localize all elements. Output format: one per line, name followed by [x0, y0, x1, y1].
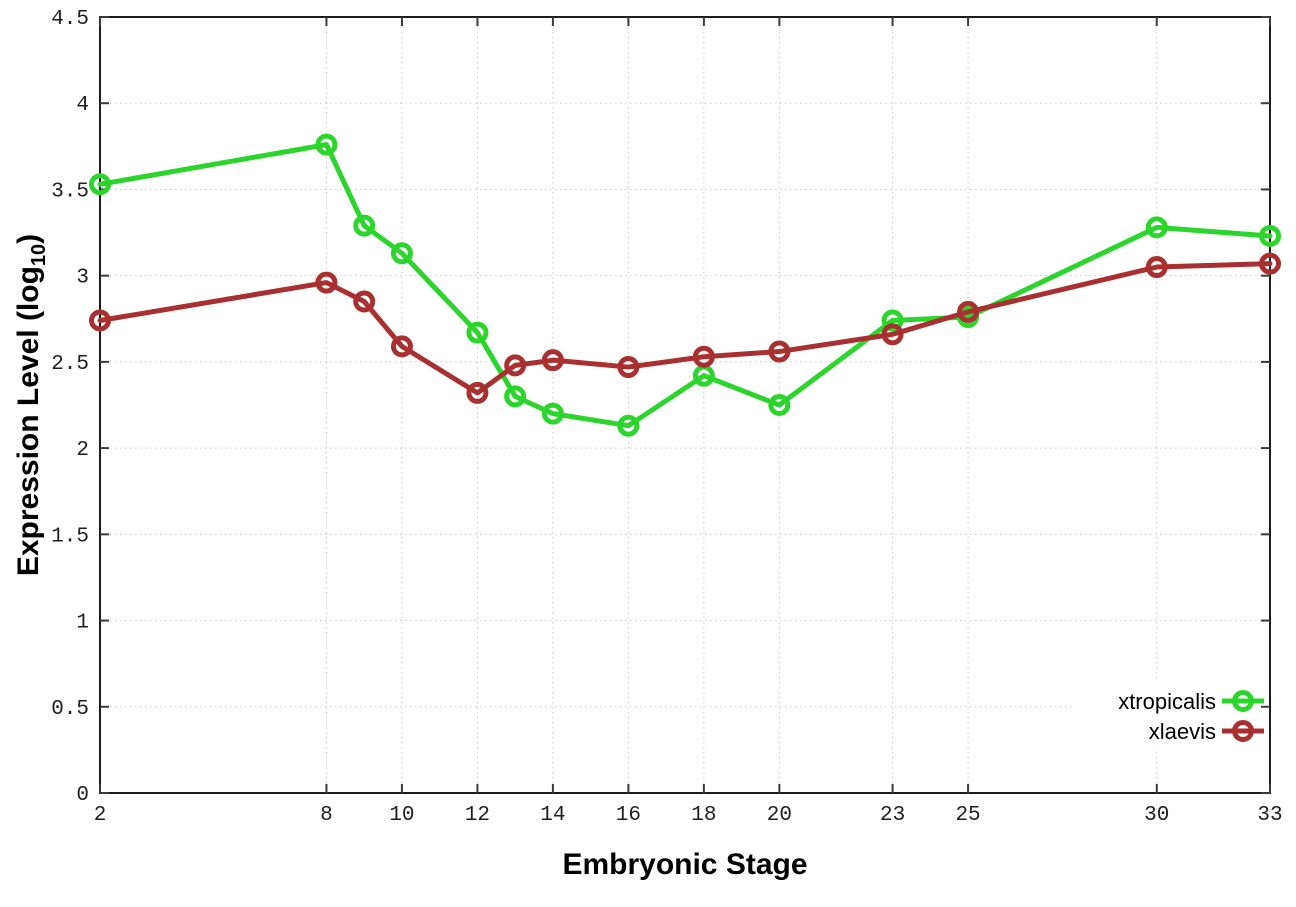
data-point-xtropicalis	[353, 214, 376, 237]
data-point-xlaevis	[541, 349, 564, 372]
data-point-xlaevis	[957, 300, 980, 323]
data-point-xtropicalis	[617, 414, 640, 437]
data-point-xlaevis	[768, 340, 791, 363]
data-point-xlaevis	[89, 309, 111, 332]
data-point-xtropicalis	[466, 321, 489, 344]
legend-point-sample	[1232, 720, 1254, 742]
data-point-xtropicalis	[1145, 216, 1168, 239]
legend-label-xlaevis: xlaevis	[1149, 719, 1216, 744]
x-tick-label: 8	[320, 804, 333, 827]
data-point-xtropicalis	[541, 402, 564, 425]
plot-frame	[99, 16, 1271, 794]
data-point-xlaevis	[353, 290, 376, 313]
y-tick-label: 3	[76, 267, 89, 290]
data-point-xlaevis	[504, 354, 527, 377]
x-tick-label: 30	[1144, 804, 1169, 827]
data-point-xlaevis	[617, 356, 640, 379]
legend-point-sample	[1232, 690, 1254, 712]
data-point-xlaevis	[881, 323, 904, 346]
data-point-xtropicalis	[89, 173, 111, 196]
x-tick-label: 33	[1257, 804, 1282, 827]
x-tick-label: 18	[691, 804, 716, 827]
data-point-xlaevis	[1145, 256, 1168, 279]
data-point-xtropicalis	[390, 242, 413, 265]
x-tick-label: 20	[767, 804, 792, 827]
x-tick-label: 10	[389, 804, 414, 827]
y-tick-label: 0	[76, 784, 89, 807]
series-line-xtropicalis	[97, 142, 1273, 429]
x-tick-label: 16	[616, 804, 641, 827]
y-tick-label: 0.5	[51, 698, 89, 721]
data-point-xtropicalis	[768, 394, 791, 416]
data-point-xtropicalis	[881, 309, 904, 332]
series-line-xlaevis	[97, 261, 1273, 396]
x-tick-label: 2	[94, 804, 107, 827]
y-tick-label: 1	[76, 612, 89, 635]
y-axis-title: Expression Level (log10)	[12, 234, 50, 576]
x-tick-label: 23	[880, 804, 905, 827]
data-point-xlaevis	[390, 335, 413, 358]
data-point-xlaevis	[466, 381, 489, 404]
data-point-xtropicalis	[315, 133, 338, 156]
x-tick-label: 14	[540, 804, 565, 827]
x-tick-label: 12	[465, 804, 490, 827]
data-point-xlaevis	[692, 345, 715, 368]
x-tick-label: 25	[955, 804, 980, 827]
y-tick-label: 1.5	[51, 525, 89, 548]
y-tick-label: 2.5	[51, 353, 89, 376]
y-tick-label: 4.5	[51, 8, 89, 31]
legend-background	[1073, 680, 1263, 748]
data-point-xlaevis	[315, 271, 338, 294]
x-axis-title: Embryonic Stage	[562, 848, 807, 881]
data-point-xtropicalis	[1259, 225, 1281, 248]
data-point-xlaevis	[1259, 252, 1281, 275]
y-tick-label: 3.5	[51, 180, 89, 203]
data-point-xtropicalis	[504, 385, 527, 408]
legend-label-xtropicalis: xtropicalis	[1118, 689, 1216, 714]
y-tick-label: 2	[76, 439, 89, 462]
y-tick-label: 4	[76, 94, 89, 117]
